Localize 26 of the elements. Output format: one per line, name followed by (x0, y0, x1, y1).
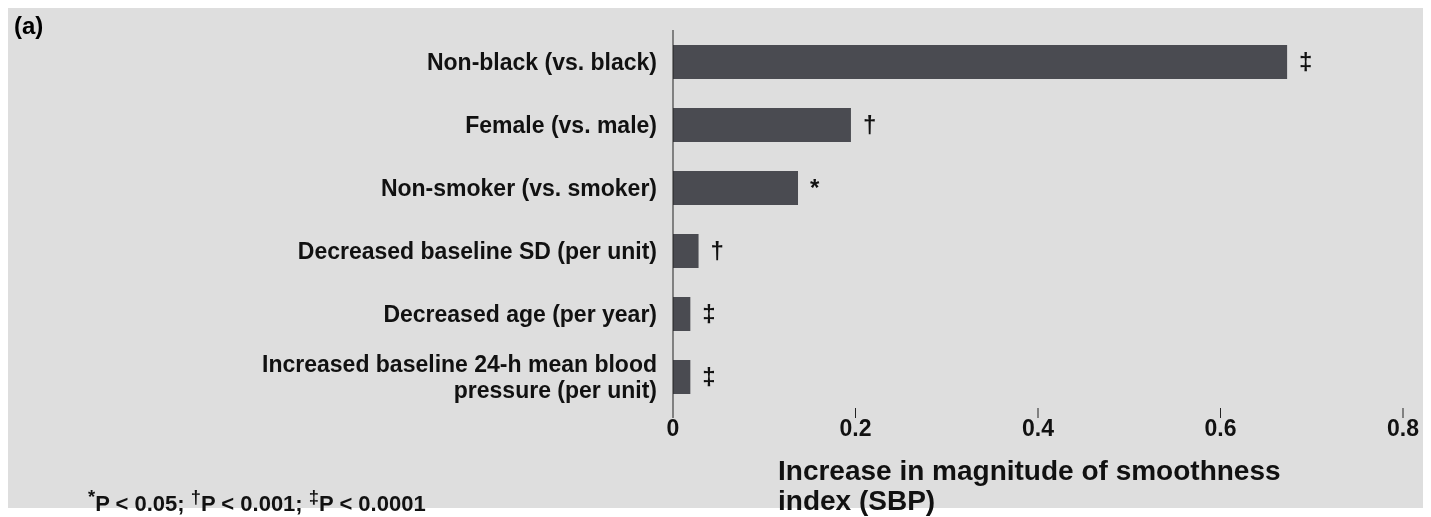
x-tick-label: 0.8 (1387, 415, 1420, 442)
annotation: ‡ (702, 363, 716, 391)
x-tick-label: 0 (666, 415, 680, 442)
y-tick-label: Female (vs. male) (465, 111, 657, 138)
x-tick-label: 0.2 (839, 415, 872, 442)
annotation: ‡ (1299, 48, 1313, 76)
annotation: ‡ (702, 300, 716, 328)
x-tick-label: 0.6 (1204, 415, 1237, 442)
bar (673, 297, 691, 331)
text: (a) (14, 12, 44, 40)
text: $^{*}$P < 0.05; $^{†}$P < 0.001; $^{‡}$P < 0.0001 (88, 486, 426, 517)
x-axis-title: Increase in magnitude of smoothness index (SBP) (778, 455, 1282, 516)
annotation: † (710, 237, 724, 265)
bar (673, 108, 851, 142)
y-tick-label: Decreased baseline SD (per unit) (297, 237, 657, 264)
bar (673, 171, 799, 205)
y-tick-label: Decreased age (per year) (383, 300, 657, 327)
y-tick-label: Non-smoker (vs. smoker) (380, 174, 657, 201)
annotation: † (862, 111, 877, 139)
bar (673, 360, 691, 394)
y-tick-label: Non-black (vs. black) (426, 48, 657, 75)
y-tick-label: Increased baseline 24-h mean blood pressure (per unit) (262, 350, 657, 403)
annotation: * (810, 174, 821, 202)
x-tick-label: 0.4 (1022, 415, 1055, 442)
bar (673, 45, 1288, 79)
bar (673, 234, 699, 268)
